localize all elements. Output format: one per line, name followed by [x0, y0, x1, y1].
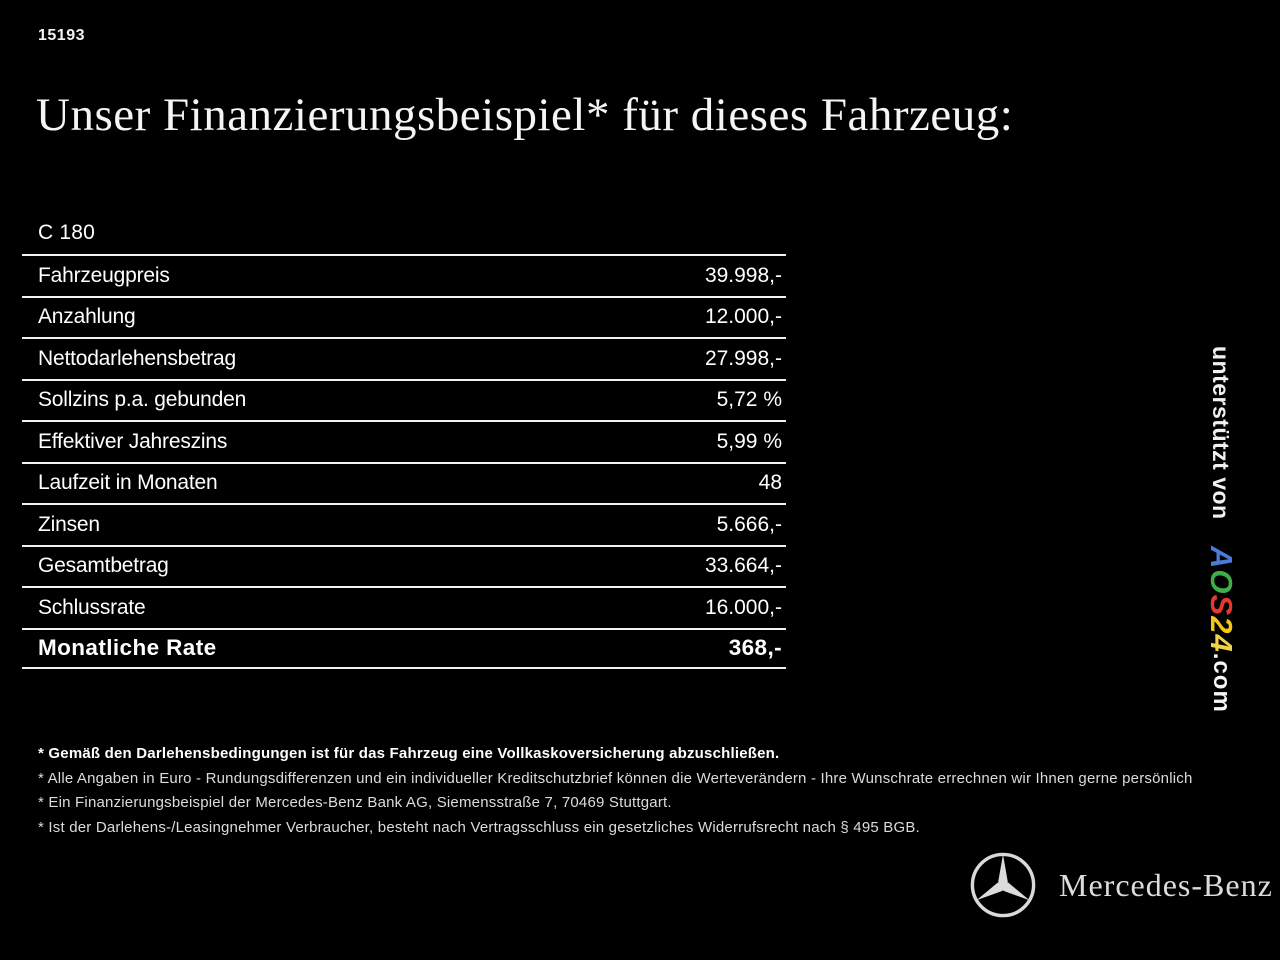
table-row: Laufzeit in Monaten 48: [22, 461, 786, 504]
table-row: Nettodarlehensbetrag 27.998,-: [22, 337, 786, 379]
table-row: Schlussrate 16.000,-: [22, 586, 786, 628]
footnote-line: * Gemäß den Darlehensbedingungen ist für…: [38, 745, 780, 762]
table-row: Gesamtbetrag 33.664,-: [22, 544, 786, 587]
row-label: Fahrzeugpreis: [38, 263, 170, 287]
aos24-domain-suffix: .com: [1208, 652, 1235, 713]
row-label: Gesamtbetrag: [38, 554, 169, 578]
aos24-letter: 2: [1204, 616, 1239, 635]
row-value: 33.664,-: [704, 554, 782, 578]
aos24-letter: S: [1204, 594, 1239, 617]
finance-table: Fahrzeugpreis 39.998,- Anzahlung 12.000,…: [22, 254, 786, 669]
row-value: 27.998,-: [704, 346, 782, 370]
footnote-line: * Alle Angaben in Euro - Rundungsdiffere…: [38, 769, 1193, 787]
mercedes-star-icon: [970, 852, 1036, 918]
vehicle-model-label: C 180: [38, 221, 96, 244]
side-credit: unterstützt von AOS24.com: [1202, 346, 1240, 713]
table-row: Anzahlung 12.000,-: [22, 295, 786, 338]
supported-by-label: unterstützt von: [1208, 346, 1234, 520]
row-value: 48: [758, 471, 782, 495]
table-row: Sollzins p.a. gebunden 5,72 %: [22, 378, 786, 421]
aos24-letter: 4: [1204, 634, 1239, 653]
row-value: 39.998,-: [704, 263, 782, 287]
row-value: 5,99 %: [716, 429, 782, 453]
table-row: Fahrzeugpreis 39.998,-: [22, 254, 786, 296]
row-value: 12.000,-: [704, 305, 782, 329]
row-label: Anzahlung: [38, 305, 136, 329]
row-label: Laufzeit in Monaten: [38, 471, 218, 495]
aos24-letter: O: [1204, 569, 1239, 595]
row-label: Monatliche Rate: [38, 635, 217, 661]
row-value: 5.666,-: [716, 512, 782, 536]
row-value: 5,72 %: [716, 388, 782, 412]
row-label: Nettodarlehensbetrag: [38, 346, 236, 370]
footnotes: * Gemäß den Darlehensbedingungen ist für…: [38, 746, 1198, 844]
mercedes-benz-logo: Mercedes-Benz: [969, 851, 1273, 919]
table-row: Effektiver Jahreszins 5,99 %: [22, 420, 786, 462]
row-label: Sollzins p.a. gebunden: [38, 388, 247, 412]
footnote-line: * Ist der Darlehens-/Leasingnehmer Verbr…: [38, 818, 920, 836]
footnote-line: * Ein Finanzierungsbeispiel der Mercedes…: [38, 794, 672, 811]
aos24-logo: AOS24: [1204, 546, 1239, 653]
row-value: 16.000,-: [704, 595, 782, 619]
row-label: Zinsen: [38, 512, 100, 536]
row-value: 368,-: [728, 635, 782, 661]
mercedes-benz-wordmark: Mercedes-Benz: [1059, 866, 1273, 903]
table-row: Zinsen 5.666,-: [22, 503, 786, 545]
row-label: Effektiver Jahreszins: [38, 429, 228, 453]
page-code: 15193: [38, 27, 85, 44]
row-label: Schlussrate: [38, 595, 146, 619]
aos24-letter: A: [1204, 546, 1239, 570]
finance-table-body: Fahrzeugpreis 39.998,- Anzahlung 12.000,…: [22, 254, 786, 669]
table-row-monthly-rate: Monatliche Rate 368,-: [22, 627, 786, 669]
page-title: Unser Finanzierungsbeispiel* für dieses …: [36, 89, 1014, 141]
